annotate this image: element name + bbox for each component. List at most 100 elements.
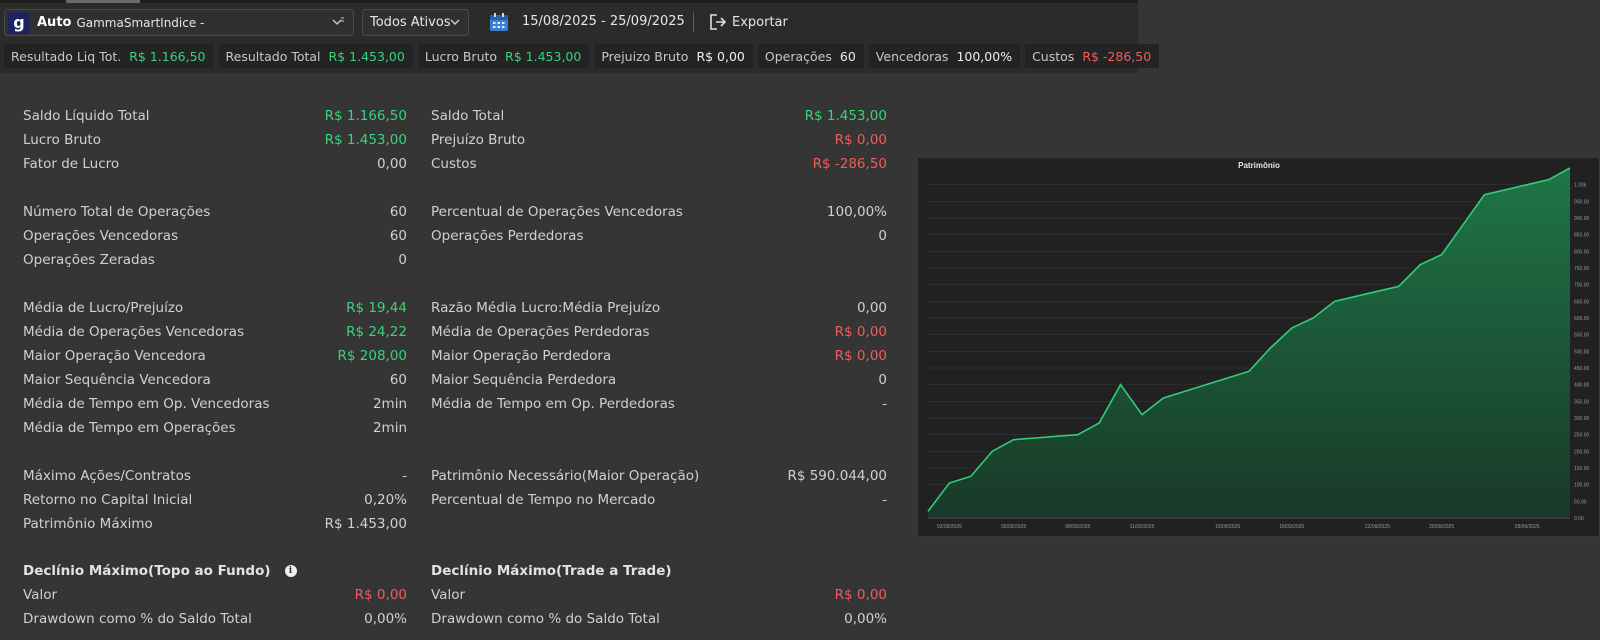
stat-label: Média de Lucro/Prejuízo bbox=[23, 300, 184, 316]
stat-value: R$ 24,22 bbox=[346, 324, 407, 340]
stat-value: - bbox=[882, 396, 887, 412]
equity-chart: Patrimônio 0.00 50.00 100.00 150.00 200.00 250… bbox=[917, 157, 1600, 537]
metric-pill: Vencedoras 100,00% bbox=[868, 44, 1021, 68]
y-tick-label: 950.00 bbox=[1574, 199, 1590, 205]
y-tick-label: 400.00 bbox=[1574, 383, 1590, 389]
y-tick-label: 800.00 bbox=[1574, 249, 1590, 255]
export-button[interactable]: Exportar bbox=[708, 10, 788, 34]
metric-pill: Lucro Bruto R$ 1.453,00 bbox=[417, 44, 590, 68]
stat-row: Saldo Líquido Total R$ 1.166,50 bbox=[23, 106, 407, 126]
stat-label: Maior Operação Perdedora bbox=[431, 348, 612, 364]
metric-label: Resultado Liq Tot. bbox=[11, 48, 122, 64]
y-tick-label: 50.00 bbox=[1574, 499, 1587, 505]
drawdown-title-text: Declínio Máximo(Trade a Trade) bbox=[431, 563, 672, 579]
stat-value: R$ 1.453,00 bbox=[324, 516, 407, 532]
stat-label: Lucro Bruto bbox=[23, 132, 101, 148]
metric-pill: Custos R$ -286,50 bbox=[1025, 44, 1160, 68]
strategy-name: GammaSmartIndice - bbox=[76, 15, 205, 30]
metric-label: Operações bbox=[764, 48, 832, 64]
stat-label: Máximo Ações/Contratos bbox=[23, 468, 191, 484]
date-range[interactable]: 15/08/2025 - 25/09/2025 bbox=[522, 14, 685, 29]
y-tick-label: 100.00 bbox=[1574, 483, 1590, 489]
y-tick-label: 500.00 bbox=[1574, 349, 1590, 355]
y-tick-label: 300.00 bbox=[1574, 416, 1590, 422]
metric-value: R$ 1.453,00 bbox=[505, 48, 582, 64]
stat-value: - bbox=[882, 492, 887, 508]
stat-row: Patrimônio Necessário(Maior Operação) R$ … bbox=[431, 466, 887, 486]
metric-label: Custos bbox=[1032, 48, 1075, 64]
stat-value: 2min bbox=[372, 396, 407, 412]
drawdown-title-text: Declínio Máximo(Topo ao Fundo) bbox=[23, 563, 271, 579]
stat-value: R$ 0,00 bbox=[834, 324, 887, 340]
stat-label: Média de Operações Perdedoras bbox=[431, 324, 650, 340]
x-tick-label: 11/09/2025 bbox=[1130, 524, 1155, 530]
stat-row: Custos R$ -286,50 bbox=[431, 154, 887, 174]
stat-row: Percentual de Tempo no Mercado - bbox=[431, 490, 887, 510]
stat-row: Número Total de Operações 60 bbox=[23, 202, 407, 222]
stat-value: 2min bbox=[372, 420, 407, 436]
ribbon-tab-active[interactable] bbox=[66, 0, 140, 3]
filter-chevron-icon[interactable] bbox=[331, 15, 345, 29]
metric-value: R$ 0,00 bbox=[696, 48, 745, 64]
strategy-prefix: Auto bbox=[37, 15, 72, 30]
stat-label: Maior Operação Vencedora bbox=[23, 348, 206, 364]
metric-value: R$ 1.453,00 bbox=[328, 48, 405, 64]
stat-value: 0,20% bbox=[364, 492, 407, 508]
toolbar-divider bbox=[693, 12, 694, 32]
stat-value: R$ 208,00 bbox=[337, 348, 408, 364]
drawdown-title: Declínio Máximo(Topo ao Fundo) i bbox=[23, 561, 407, 581]
assets-select-value: Todos Ativos bbox=[370, 15, 451, 30]
stat-value: R$ 0,00 bbox=[834, 132, 887, 148]
stat-row: Maior Sequência Perdedora 0 bbox=[431, 370, 887, 390]
y-tick-label: 600.00 bbox=[1574, 316, 1590, 322]
stat-value: 60 bbox=[389, 204, 407, 220]
stat-row: Lucro Bruto R$ 1.453,00 bbox=[23, 130, 407, 150]
metric-pill: Resultado Liq Tot. R$ 1.166,50 bbox=[4, 44, 214, 68]
export-label: Exportar bbox=[732, 14, 788, 30]
y-tick-label: 550.00 bbox=[1574, 333, 1590, 339]
stat-row: Maior Operação Vencedora R$ 208,00 bbox=[23, 346, 407, 366]
y-tick-label: 250.00 bbox=[1574, 433, 1590, 439]
stat-label: Fator de Lucro bbox=[23, 156, 120, 172]
stat-label: Média de Tempo em Op. Vencedoras bbox=[23, 396, 270, 412]
stat-value: 0,00% bbox=[844, 611, 887, 627]
stat-value: 0,00% bbox=[364, 611, 407, 627]
stat-value: R$ 1.453,00 bbox=[804, 108, 887, 124]
info-icon[interactable]: i bbox=[284, 565, 297, 577]
equity-area bbox=[928, 168, 1570, 518]
y-tick-label: 750.00 bbox=[1574, 266, 1590, 272]
stat-label: Média de Tempo em Operações bbox=[23, 420, 236, 436]
calendar-icon[interactable] bbox=[488, 11, 510, 33]
assets-select[interactable]: Todos Ativos bbox=[362, 9, 469, 36]
stat-row: Valor R$ 0,00 bbox=[431, 585, 887, 605]
stat-value: 100,00% bbox=[826, 204, 887, 220]
stat-value: 0,00 bbox=[856, 300, 887, 316]
stat-row: Máximo Ações/Contratos - bbox=[23, 466, 407, 486]
metric-value: R$ 1.166,50 bbox=[129, 48, 206, 64]
metric-value: 100,00% bbox=[956, 48, 1013, 64]
metrics-bar: Resultado Liq Tot. R$ 1.166,50 Resultado T… bbox=[4, 44, 1164, 68]
export-icon bbox=[710, 14, 727, 30]
stat-value: R$ 0,00 bbox=[834, 348, 887, 364]
stat-row: Operações Perdedoras 0 bbox=[431, 226, 887, 246]
stat-label: Valor bbox=[23, 587, 58, 603]
chart-title: Patrimônio bbox=[1238, 161, 1280, 170]
stat-row: Patrimônio Máximo R$ 1.453,00 bbox=[23, 514, 407, 534]
stat-label: Prejuízo Bruto bbox=[431, 132, 526, 148]
stat-label: Percentual de Operações Vencedoras bbox=[431, 204, 683, 220]
x-tick-label: 08/09/2025 bbox=[1065, 524, 1090, 530]
stat-value: R$ 19,44 bbox=[346, 300, 407, 316]
chevron-down-icon bbox=[450, 19, 460, 25]
stat-label: Número Total de Operações bbox=[23, 204, 211, 220]
stat-row: Operações Zeradas 0 bbox=[23, 250, 407, 270]
stat-label: Saldo Total bbox=[431, 108, 505, 124]
stat-value: R$ 0,00 bbox=[354, 587, 407, 603]
stat-value: 60 bbox=[389, 228, 407, 244]
stat-label: Maior Sequência Vencedora bbox=[23, 372, 211, 388]
stat-row: Fator de Lucro 0,00 bbox=[23, 154, 407, 174]
stat-value: 0 bbox=[878, 372, 887, 388]
strategy-selector[interactable]: g Auto GammaSmartIndice - bbox=[4, 9, 354, 36]
stat-value: 0,00 bbox=[376, 156, 407, 172]
stat-row: Média de Tempo em Operações 2min bbox=[23, 418, 407, 438]
y-tick-label: 0.00 bbox=[1574, 516, 1584, 522]
